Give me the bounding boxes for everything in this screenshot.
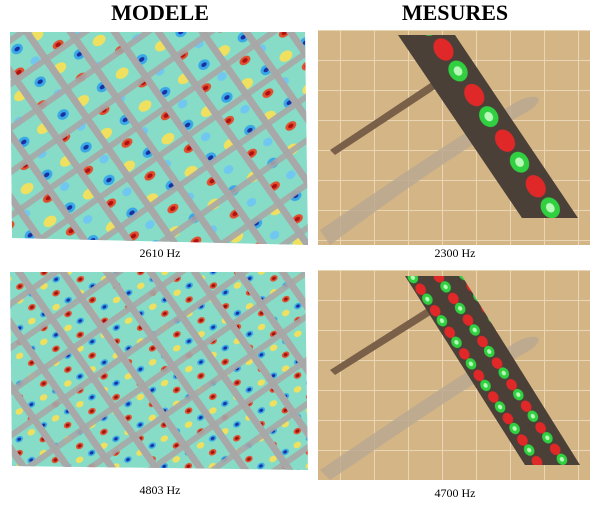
header-right: MESURES: [402, 0, 508, 25]
caption: 4700 Hz: [435, 486, 476, 500]
caption: 4803 Hz: [140, 483, 181, 497]
measure-photo: [318, 270, 590, 480]
measure-photo: [318, 30, 590, 245]
caption: 2610 Hz: [140, 246, 181, 260]
caption: 2300 Hz: [435, 246, 476, 260]
model-map: [10, 32, 308, 245]
header-left: MODELE: [111, 0, 209, 25]
model-map: [10, 272, 308, 470]
